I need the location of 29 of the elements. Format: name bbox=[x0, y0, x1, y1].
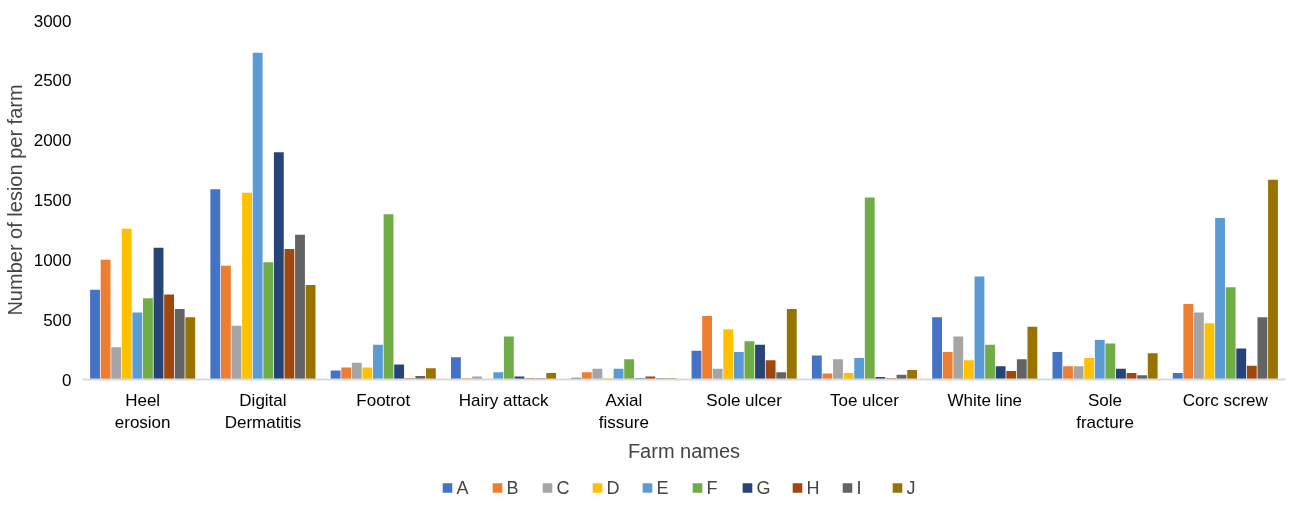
y-tick-label: 1500 bbox=[33, 191, 72, 210]
x-tick-label: Sole ulcer bbox=[706, 390, 783, 410]
legend-label: B bbox=[506, 477, 520, 498]
legend-label: C bbox=[556, 477, 571, 498]
x-tick-label: Corc screw bbox=[1182, 390, 1269, 410]
legend-label: G bbox=[756, 477, 772, 498]
legend-label: H bbox=[806, 477, 821, 498]
x-tick-label: Heel erosion bbox=[114, 390, 171, 433]
legend-label: J bbox=[906, 477, 917, 498]
x-tick-label: White line bbox=[947, 390, 1023, 410]
y-tick-label: 3000 bbox=[33, 11, 72, 31]
legend-label: E bbox=[656, 477, 670, 498]
x-tick-label: Footrot bbox=[356, 390, 411, 410]
x-tick-label: Digital Dermatitis bbox=[224, 390, 302, 433]
x-tick-label: Sole fracture bbox=[1076, 390, 1134, 433]
y-tick-label: 2500 bbox=[33, 71, 72, 91]
x-tick-label: Hairy attack bbox=[458, 390, 549, 410]
legend-label: A bbox=[456, 477, 470, 498]
y-tick-label: 1000 bbox=[33, 250, 72, 270]
legend-label: F bbox=[706, 477, 719, 498]
x-tick-label: Axial fissure bbox=[598, 390, 649, 433]
x-axis-title: Farm names bbox=[627, 440, 741, 463]
y-axis-title: Number of lesion per farm bbox=[3, 84, 26, 316]
y-tick-label: 0 bbox=[62, 370, 72, 390]
legend-label: D bbox=[606, 477, 621, 498]
legend-label: I bbox=[856, 477, 863, 498]
x-tick-label: Toe ulcer bbox=[829, 390, 900, 410]
y-tick-label: 2000 bbox=[33, 131, 72, 151]
y-tick-label: 500 bbox=[43, 310, 72, 330]
